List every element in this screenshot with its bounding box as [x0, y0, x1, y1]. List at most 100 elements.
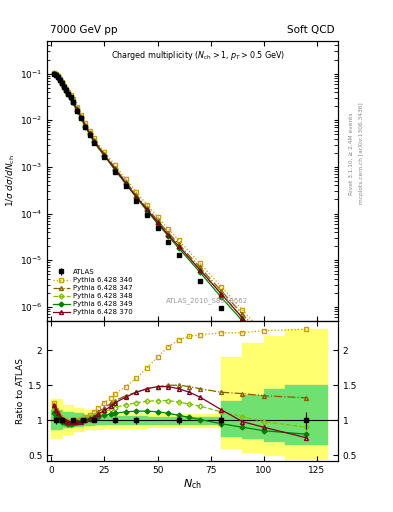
Pythia 6.428 349: [83, 123, 88, 130]
Pythia 6.428 348: [261, 338, 266, 345]
Pythia 6.428 346: [155, 214, 160, 220]
Pythia 6.428 370: [87, 131, 92, 137]
Pythia 6.428 348: [219, 291, 224, 297]
Line: Pythia 6.428 349: Pythia 6.428 349: [52, 72, 308, 404]
Pythia 6.428 370: [102, 152, 107, 158]
X-axis label: $N_{\rm ch}$: $N_{\rm ch}$: [183, 477, 202, 491]
Pythia 6.428 346: [134, 189, 139, 195]
Pythia 6.428 370: [53, 72, 58, 78]
Pythia 6.428 348: [79, 114, 83, 120]
Pythia 6.428 348: [102, 152, 107, 158]
Line: Pythia 6.428 347: Pythia 6.428 347: [51, 71, 308, 398]
Pythia 6.428 347: [64, 87, 69, 93]
Text: Rivet 3.1.10, ≥ 2.4M events: Rivet 3.1.10, ≥ 2.4M events: [349, 112, 354, 195]
Pythia 6.428 347: [75, 105, 79, 112]
Pythia 6.428 349: [64, 88, 69, 94]
Pythia 6.428 346: [83, 120, 88, 126]
Pythia 6.428 347: [102, 151, 107, 157]
Pythia 6.428 370: [304, 395, 309, 401]
Pythia 6.428 348: [304, 395, 309, 401]
Pythia 6.428 349: [87, 131, 92, 137]
Pythia 6.428 348: [92, 138, 96, 144]
Pythia 6.428 349: [92, 139, 96, 145]
Pythia 6.428 349: [176, 245, 181, 251]
Pythia 6.428 346: [261, 330, 266, 336]
Pythia 6.428 370: [219, 291, 224, 297]
Pythia 6.428 349: [219, 294, 224, 301]
Pythia 6.428 346: [176, 237, 181, 243]
Pythia 6.428 346: [92, 135, 96, 141]
Pythia 6.428 347: [68, 94, 73, 100]
Pythia 6.428 347: [240, 311, 245, 317]
Pythia 6.428 349: [145, 207, 149, 214]
Y-axis label: $1/\sigma\;d\sigma/dN_{\rm ch}$: $1/\sigma\;d\sigma/dN_{\rm ch}$: [4, 155, 17, 207]
Pythia 6.428 348: [155, 219, 160, 225]
Pythia 6.428 346: [79, 112, 83, 118]
Pythia 6.428 348: [70, 99, 75, 105]
Pythia 6.428 348: [57, 77, 62, 83]
Pythia 6.428 347: [60, 80, 64, 86]
Pythia 6.428 347: [87, 130, 92, 136]
Pythia 6.428 349: [155, 221, 160, 227]
Pythia 6.428 349: [68, 95, 73, 101]
Line: Pythia 6.428 348: Pythia 6.428 348: [52, 72, 308, 400]
Pythia 6.428 370: [261, 338, 266, 345]
Pythia 6.428 346: [51, 70, 56, 76]
Pythia 6.428 347: [51, 70, 56, 76]
Pythia 6.428 348: [123, 180, 128, 186]
Line: Pythia 6.428 346: Pythia 6.428 346: [51, 71, 308, 393]
Pythia 6.428 347: [134, 192, 139, 198]
Pythia 6.428 349: [198, 269, 202, 275]
Pythia 6.428 370: [51, 70, 56, 76]
Pythia 6.428 347: [57, 77, 62, 83]
Pythia 6.428 349: [113, 167, 118, 173]
Pythia 6.428 346: [219, 284, 224, 290]
Pythia 6.428 347: [53, 71, 58, 77]
Pythia 6.428 370: [64, 87, 69, 93]
Pythia 6.428 370: [66, 91, 71, 97]
Pythia 6.428 349: [79, 115, 83, 121]
Pythia 6.428 346: [145, 202, 149, 208]
Text: 7000 GeV pp: 7000 GeV pp: [50, 26, 118, 35]
Y-axis label: Ratio to ATLAS: Ratio to ATLAS: [16, 358, 25, 424]
Pythia 6.428 348: [134, 194, 139, 200]
Pythia 6.428 346: [70, 96, 75, 102]
Pythia 6.428 348: [166, 232, 171, 238]
Pythia 6.428 349: [134, 195, 139, 201]
Pythia 6.428 370: [92, 138, 96, 144]
Pythia 6.428 348: [198, 267, 202, 273]
Pythia 6.428 346: [57, 76, 62, 82]
Pythia 6.428 348: [62, 84, 66, 90]
Pythia 6.428 346: [68, 92, 73, 98]
Pythia 6.428 370: [79, 114, 83, 120]
Pythia 6.428 349: [55, 74, 60, 80]
Pythia 6.428 346: [240, 307, 245, 313]
Pythia 6.428 346: [62, 82, 66, 89]
Pythia 6.428 348: [66, 91, 71, 97]
Pythia 6.428 348: [68, 94, 73, 100]
Pythia 6.428 348: [87, 131, 92, 137]
Pythia 6.428 347: [166, 229, 171, 236]
Text: Soft QCD: Soft QCD: [287, 26, 335, 35]
Pythia 6.428 347: [62, 83, 66, 90]
Pythia 6.428 370: [70, 99, 75, 105]
Pythia 6.428 346: [102, 149, 107, 155]
Pythia 6.428 347: [219, 288, 224, 294]
Pythia 6.428 346: [198, 261, 202, 267]
Pythia 6.428 349: [66, 91, 71, 97]
Pythia 6.428 347: [304, 393, 309, 399]
Pythia 6.428 348: [60, 80, 64, 87]
Pythia 6.428 346: [304, 388, 309, 394]
Pythia 6.428 346: [60, 79, 64, 86]
Pythia 6.428 370: [83, 123, 88, 129]
Pythia 6.428 349: [123, 181, 128, 187]
Pythia 6.428 346: [75, 104, 79, 110]
Pythia 6.428 349: [51, 71, 56, 77]
Pythia 6.428 348: [240, 315, 245, 321]
Pythia 6.428 347: [123, 179, 128, 185]
Pythia 6.428 349: [102, 153, 107, 159]
Pythia 6.428 347: [83, 122, 88, 128]
Pythia 6.428 346: [53, 71, 58, 77]
Pythia 6.428 347: [145, 205, 149, 211]
Pythia 6.428 349: [60, 80, 64, 87]
